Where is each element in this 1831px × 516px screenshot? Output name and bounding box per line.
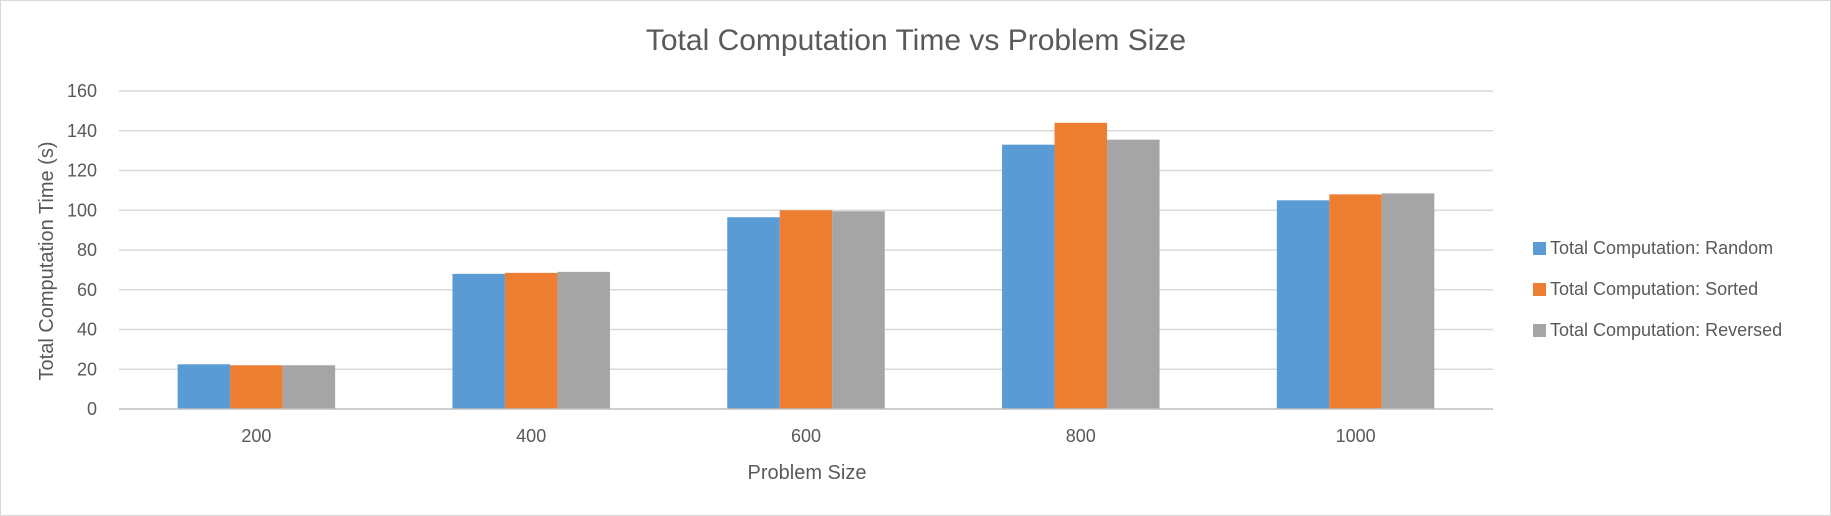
bar-200-series-1 <box>177 364 231 409</box>
legend-swatch <box>1533 283 1546 296</box>
x-axis-title: Problem Size <box>748 462 867 484</box>
legend-swatch <box>1533 324 1546 337</box>
legend-label: Total Computation: Reversed <box>1550 320 1782 340</box>
bar-600-series-3 <box>832 211 885 409</box>
x-tick-label: 400 <box>516 426 546 446</box>
bar-800-series-1 <box>1002 144 1055 409</box>
bar-600-series-1 <box>727 217 780 409</box>
bar-800-series-3 <box>1107 139 1160 409</box>
x-tick-label: 200 <box>241 426 271 446</box>
bar-600-series-2 <box>779 210 833 409</box>
legend-label: Total Computation: Sorted <box>1550 279 1758 299</box>
bar-200-series-3 <box>282 365 336 409</box>
chart-title: Total Computation Time vs Problem Size <box>646 24 1186 57</box>
bar-1000-series-3 <box>1381 193 1435 409</box>
bar-400-series-3 <box>557 271 610 409</box>
y-tick-label: 80 <box>77 240 97 260</box>
x-tick-label: 600 <box>791 426 821 446</box>
bar-200-series-2 <box>230 365 283 409</box>
y-tick-label: 60 <box>77 280 97 300</box>
y-axis-title: Total Computation Time (s) <box>36 142 58 381</box>
bar-1000-series-1 <box>1276 200 1330 409</box>
x-axis-ticks: 200 400 600 800 1000 <box>241 426 1375 446</box>
bars <box>177 122 1435 410</box>
bar-800-series-2 <box>1054 122 1108 410</box>
x-tick-label: 800 <box>1066 426 1096 446</box>
legend: Total Computation: Random Total Computati… <box>1533 238 1782 340</box>
y-tick-label: 100 <box>67 200 97 220</box>
x-tick-label: 1000 <box>1336 426 1376 446</box>
bar-400-series-2 <box>504 272 558 409</box>
y-tick-label: 0 <box>87 399 97 419</box>
bar-1000-series-2 <box>1329 194 1382 409</box>
bar-400-series-1 <box>452 273 505 409</box>
y-tick-label: 40 <box>77 320 97 340</box>
y-tick-label: 20 <box>77 359 97 379</box>
y-tick-label: 160 <box>67 81 97 101</box>
legend-label: Total Computation: Random <box>1550 238 1773 258</box>
y-axis-ticks: 0 20 40 60 80 100 120 140 160 <box>67 81 97 419</box>
legend-swatch <box>1533 242 1546 255</box>
y-tick-label: 120 <box>67 161 97 181</box>
y-tick-label: 140 <box>67 121 97 141</box>
